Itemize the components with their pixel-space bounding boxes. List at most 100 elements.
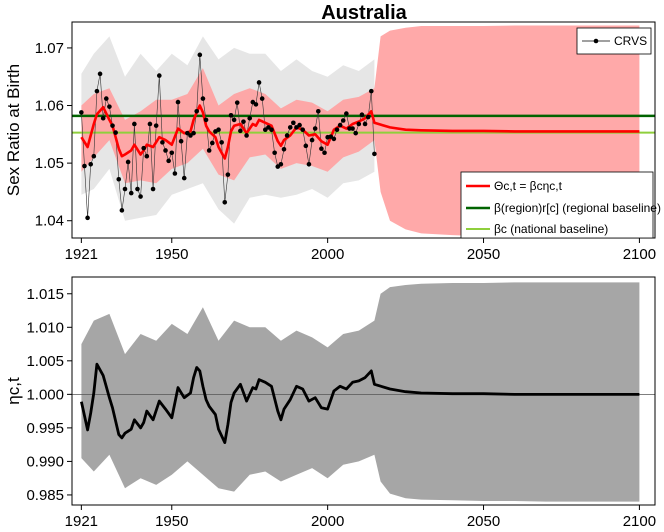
crvs-data-point <box>234 100 240 105</box>
crvs-data-point <box>206 148 212 153</box>
crvs-data-point <box>135 186 140 192</box>
crvs-data-point <box>319 146 324 152</box>
crvs-data-point <box>103 96 109 101</box>
crvs-data-point <box>194 108 200 114</box>
legend-crvs-marker <box>593 38 599 44</box>
crvs-data-point <box>291 120 296 126</box>
crvs-data-point <box>107 104 112 109</box>
y-tick-label: 0.995 <box>26 420 64 437</box>
crvs-data-point <box>306 161 312 167</box>
crvs-data-point <box>368 88 374 94</box>
plot-frame <box>71 21 656 239</box>
crvs-data-point <box>269 127 274 133</box>
legend-national-label: βc (national baseline) <box>494 222 608 236</box>
y-tick-label: 1.010 <box>26 319 64 336</box>
y-tick-label: 1.000 <box>26 386 64 403</box>
x-tick-label: 1950 <box>155 513 188 530</box>
eta-uncertainty-band <box>81 282 640 502</box>
crvs-data-point <box>231 117 237 123</box>
legend-crvs: CRVS <box>576 27 652 55</box>
x-tick-label: 2000 <box>311 513 344 530</box>
legend-crvs-label: CRVS <box>614 34 647 48</box>
crvs-data-point <box>203 117 209 123</box>
x-tick-label: 2100 <box>623 513 656 530</box>
chart-title: Australia <box>321 2 407 24</box>
crvs-data-point <box>340 118 346 123</box>
crvs-data-point <box>100 115 106 121</box>
crvs-data-point <box>256 80 262 85</box>
crvs-data-point <box>312 126 318 131</box>
crvs-data-point <box>138 194 143 199</box>
crvs-data-point <box>309 137 315 143</box>
bottom-plot-area <box>72 282 655 502</box>
crvs-data-point <box>284 133 290 138</box>
crvs-data-point <box>337 122 343 128</box>
y-tick-label: 1.07 <box>35 40 64 57</box>
crvs-data-point <box>79 110 84 115</box>
crvs-data-point <box>147 121 153 127</box>
crvs-data-point <box>160 140 165 145</box>
crvs-data-point <box>241 119 246 124</box>
y-tick-label: 0.990 <box>26 453 64 470</box>
crvs-data-point <box>216 127 221 133</box>
y-axis-label: Sex Ratio at Birth <box>4 64 23 196</box>
crvs-data-point <box>125 159 131 165</box>
plot-frame <box>71 276 656 506</box>
y-tick-label: 1.04 <box>35 213 64 230</box>
crvs-data-point <box>163 148 168 153</box>
crvs-data-point <box>359 112 365 118</box>
crvs-data-point <box>253 102 259 107</box>
crvs-data-point <box>356 121 362 127</box>
legend-theta-label: Θc,t = βcηc,t <box>494 179 563 193</box>
crvs-data-point <box>297 122 302 128</box>
crvs-data-point <box>372 151 377 157</box>
crvs-data-point <box>119 208 125 213</box>
bottom-panel: 0.985 0.990 0.995 1.000 1.005 1.010 1.015 1921 1… <box>4 276 656 530</box>
crvs-data-point <box>88 161 94 167</box>
crvs-data-point <box>315 108 321 114</box>
x-tick-label: 1921 <box>65 513 98 530</box>
crvs-data-point <box>175 99 181 105</box>
x-tick-label: 2000 <box>311 246 344 263</box>
crvs-data-point <box>169 150 175 156</box>
crvs-data-point <box>110 123 115 128</box>
y-tick-label: 1.05 <box>35 155 64 172</box>
crvs-data-point <box>219 140 224 145</box>
crvs-data-point <box>153 123 159 128</box>
crvs-data-point <box>91 153 97 159</box>
x-tick-label: 2050 <box>467 513 500 530</box>
crvs-data-point <box>278 161 284 167</box>
y-tick-label: 1.005 <box>26 353 64 370</box>
crvs-data-point <box>116 176 122 182</box>
x-tick-label: 1950 <box>155 246 188 263</box>
crvs-data-point <box>166 158 171 164</box>
top-panel: 1.04 1.05 1.06 1.07 1921 1950 2000 2050 2100 Aust… <box>4 2 661 263</box>
y-tick-label: 0.985 <box>26 487 64 504</box>
x-tick-label: 1921 <box>65 246 98 263</box>
crvs-data-point <box>344 111 349 116</box>
crvs-data-point <box>141 145 147 151</box>
crvs-data-point <box>97 71 103 77</box>
crvs-data-point <box>191 130 196 136</box>
crvs-data-point <box>181 175 187 181</box>
crvs-data-point <box>82 163 87 169</box>
crvs-data-point <box>350 126 355 131</box>
crvs-data-point <box>247 115 253 121</box>
crvs-data-point <box>85 215 90 221</box>
crvs-data-point <box>331 136 337 142</box>
legend-regional-label: β(region)r[c] (regional baseline) <box>494 201 661 215</box>
crvs-data-point <box>259 96 265 101</box>
crvs-data-point <box>144 153 150 159</box>
crvs-data-point <box>322 150 327 156</box>
crvs-data-point <box>353 130 359 136</box>
crvs-data-point <box>200 96 206 101</box>
x-tick-label: 2100 <box>623 246 656 263</box>
crvs-data-point <box>244 133 249 138</box>
crvs-data-point <box>272 150 277 156</box>
crvs-data-point <box>172 171 178 176</box>
crvs-data-point <box>197 52 203 58</box>
crvs-data-point <box>362 121 368 127</box>
crvs-data-point <box>150 186 156 192</box>
crvs-data-point <box>156 73 162 78</box>
